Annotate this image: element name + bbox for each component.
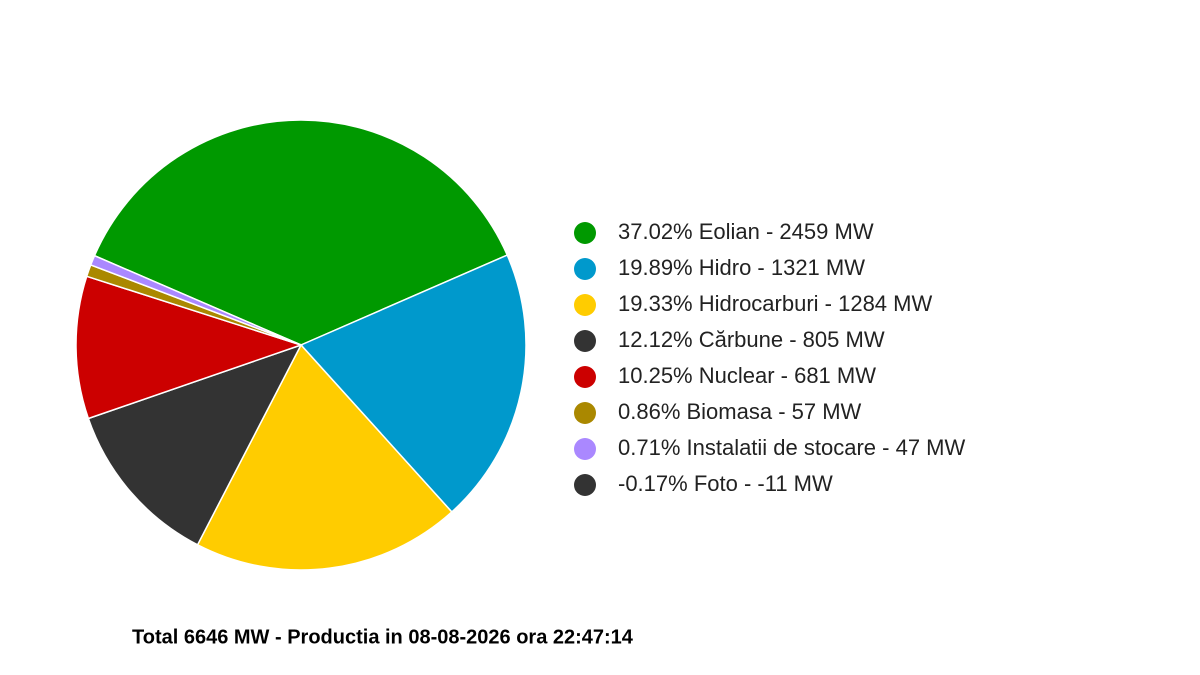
legend-marker [574,402,596,424]
legend-marker [574,438,596,460]
legend-label: 37.02% Eolian - 2459 MW [618,219,874,244]
legend-label: 10.25% Nuclear - 681 MW [618,363,876,388]
legend-label: 19.89% Hidro - 1321 MW [618,255,865,280]
pie-slice [196,343,453,571]
legend-label: 0.71% Instalatii de stocare - 47 MW [618,435,965,460]
pie-slice [87,343,303,546]
pie-slice [89,254,302,346]
pie-slice [75,275,304,420]
legend-marker [574,258,596,280]
chart-caption: Total 6646 MW - Productia in 08-08-2026 … [132,626,634,648]
legend-label: -0.17% Foto - -11 MW [618,471,833,496]
legend-marker [574,222,596,244]
pie-slice [299,254,527,514]
legend-marker [574,330,596,352]
pie-slice [93,119,509,346]
legend-label: 19.33% Hidrocarburi - 1284 MW [618,291,932,316]
legend-label: 0.86% Biomasa - 57 MW [618,399,862,424]
legend-marker [574,366,596,388]
legend-label: 12.12% Cărbune - 805 MW [618,327,885,352]
legend-marker [574,294,596,316]
legend-marker [574,474,596,496]
